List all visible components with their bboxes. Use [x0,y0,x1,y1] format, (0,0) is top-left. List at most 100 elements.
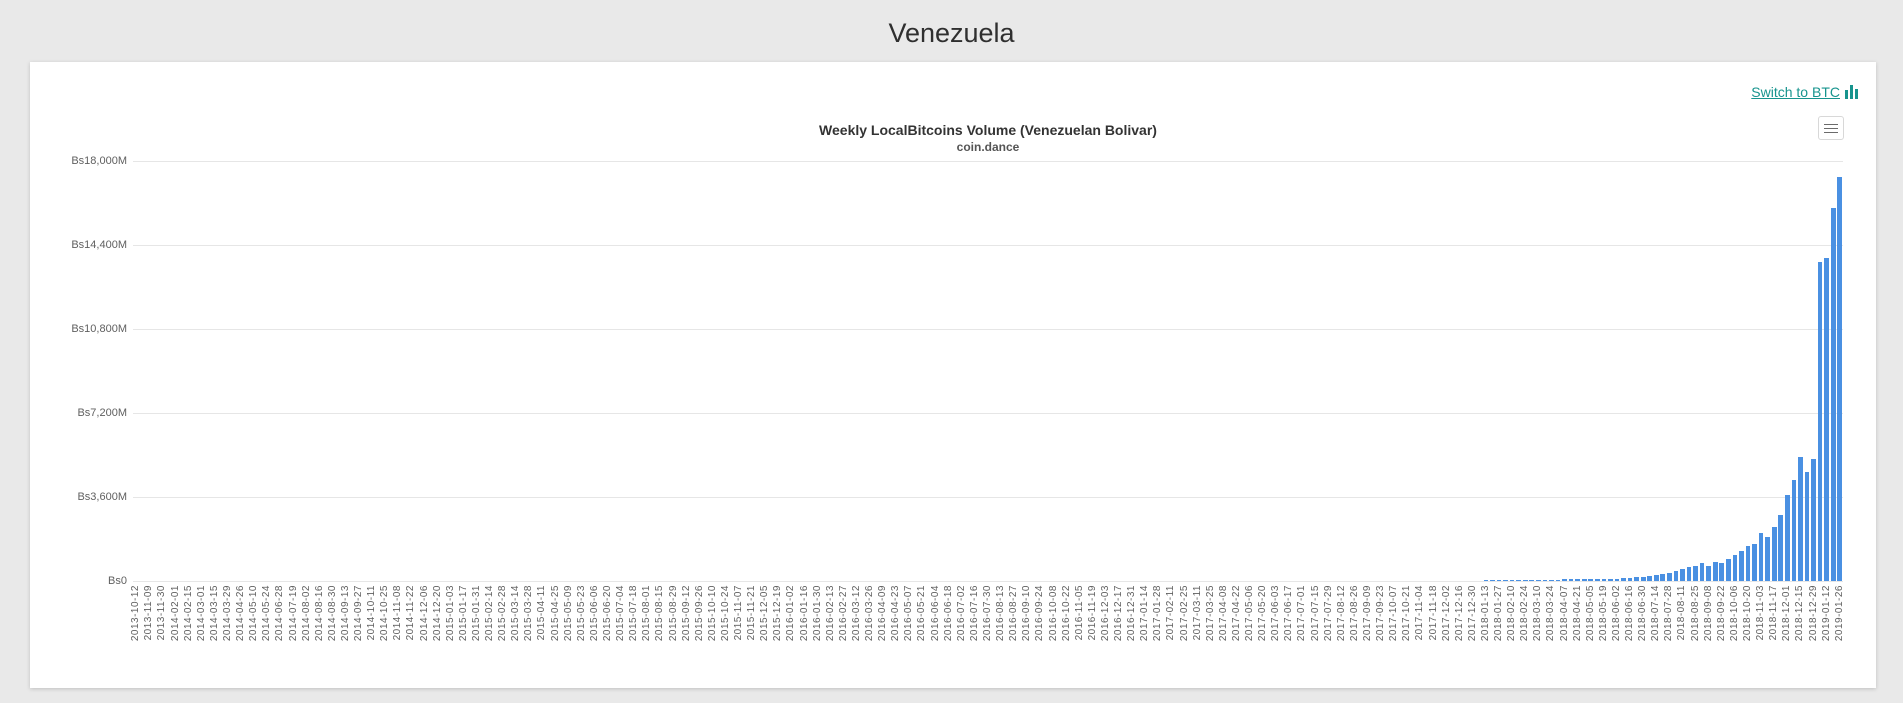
chart-context-menu-button[interactable] [1818,116,1844,140]
bar[interactable] [1581,579,1587,581]
bar[interactable] [1535,579,1541,581]
bar[interactable] [1680,569,1685,581]
y-axis-label: Bs3,600M [77,491,127,503]
x-axis-label: 2017-12-16 [1453,585,1465,642]
bar[interactable] [1509,580,1515,581]
bar[interactable] [1496,580,1502,581]
bar[interactable] [1614,578,1620,581]
bar[interactable] [1725,559,1731,581]
x-axis-label: 2018-07-14 [1650,585,1662,642]
x-axis-label: 2018-03-10 [1532,585,1544,642]
x-axis-label: 2018-12-15 [1794,585,1806,642]
bar[interactable] [1739,550,1744,581]
bar[interactable] [1778,514,1784,581]
x-axis-label: 2017-12-30 [1466,585,1478,642]
bar[interactable] [1594,579,1600,581]
bar[interactable] [1752,544,1757,581]
bar[interactable] [1627,577,1633,581]
bar[interactable] [1699,563,1705,581]
x-axis-label: 2015-12-05 [759,585,771,642]
bar[interactable] [1529,579,1535,581]
bar[interactable] [1503,580,1508,581]
bar[interactable] [1575,579,1581,581]
bar[interactable] [1660,574,1666,581]
bar[interactable] [1784,494,1790,581]
x-axis-label: 2016-07-02 [955,585,967,642]
bar[interactable] [1712,561,1718,581]
x-axis-label: 2019-01-12 [1820,585,1832,642]
x-axis-label: 2014-06-28 [274,585,286,642]
bar[interactable] [1798,456,1803,581]
x-axis-label: 2015-05-09 [562,585,574,642]
bar[interactable] [1621,578,1626,581]
x-axis-label: 2018-09-08 [1702,585,1714,642]
x-axis-label: 2016-12-03 [1099,585,1111,642]
bar[interactable] [1588,579,1594,581]
switch-to-btc-link[interactable]: Switch to BTC [1751,84,1858,100]
x-axis-label: 2015-07-18 [628,585,640,642]
bar[interactable] [1765,537,1771,581]
x-axis-label: 2015-05-23 [575,585,587,642]
bar[interactable] [1647,576,1653,581]
x-axis-label: 2015-04-25 [549,585,561,642]
x-axis-label: 2018-02-24 [1519,585,1531,642]
bar[interactable] [1490,580,1495,581]
x-axis-label: 2017-08-26 [1348,585,1360,642]
x-axis-label: 2016-07-16 [968,585,980,642]
bar[interactable] [1562,579,1567,581]
x-axis-label: 2017-02-25 [1178,585,1190,642]
x-axis-label: 2015-03-14 [510,585,522,642]
bar[interactable] [1830,208,1836,581]
x-axis-label: 2014-03-01 [195,585,207,642]
bar[interactable] [1608,578,1613,581]
bar[interactable] [1745,546,1751,581]
bar[interactable] [1811,459,1816,581]
bar[interactable] [1568,579,1574,581]
bar[interactable] [1549,579,1554,581]
bar[interactable] [1804,471,1810,581]
bar[interactable] [1522,579,1528,581]
bar[interactable] [1686,567,1692,581]
bar[interactable] [1824,258,1829,581]
x-axis-label: 2014-10-25 [379,585,391,642]
x-axis-label: 2018-06-30 [1637,585,1649,642]
bar[interactable] [1732,555,1738,581]
x-axis-label: 2018-04-07 [1558,585,1570,642]
bar[interactable] [1640,576,1646,581]
x-axis-label: 2014-11-08 [392,585,404,641]
bar[interactable] [1791,479,1797,581]
bar[interactable] [1653,575,1659,581]
x-axis-label: 2014-03-29 [222,585,233,642]
bar[interactable] [1634,577,1639,581]
x-axis-label: 2016-11-05 [1073,585,1085,641]
x-axis-label: 2014-08-30 [326,585,338,642]
bar[interactable] [1667,572,1672,581]
bar[interactable] [1516,579,1522,581]
x-axis-label: 2018-09-22 [1715,585,1727,642]
x-axis-label: 2018-03-24 [1545,585,1557,642]
bar[interactable] [1483,580,1489,581]
bar[interactable] [1719,563,1725,581]
x-axis-label: 2016-01-02 [785,585,797,642]
x-axis-label: 2018-08-11 [1676,585,1688,641]
bar[interactable] [1542,579,1548,581]
x-axis-label: 2016-10-22 [1060,585,1072,642]
x-axis-label: 2016-05-21 [916,585,928,642]
bar[interactable] [1673,570,1679,581]
x-axis-label: 2017-02-11 [1165,585,1177,641]
x-axis-label: 2014-05-24 [261,585,273,642]
x-axis-label: 2015-06-06 [588,585,600,642]
x-axis-label: 2018-11-17 [1768,585,1780,641]
x-axis-label: 2014-09-13 [339,585,351,642]
x-axis-label: 2017-03-11 [1191,585,1203,641]
bar[interactable] [1758,533,1764,581]
bar[interactable] [1706,565,1712,581]
x-axis-label: 2018-10-06 [1728,585,1740,642]
bar[interactable] [1693,565,1698,581]
bar[interactable] [1555,579,1561,581]
bar[interactable] [1601,579,1607,581]
bar[interactable] [1817,261,1823,581]
bar[interactable] [1771,526,1777,581]
x-axis-label: 2016-09-24 [1034,585,1046,642]
bar[interactable] [1837,176,1843,581]
